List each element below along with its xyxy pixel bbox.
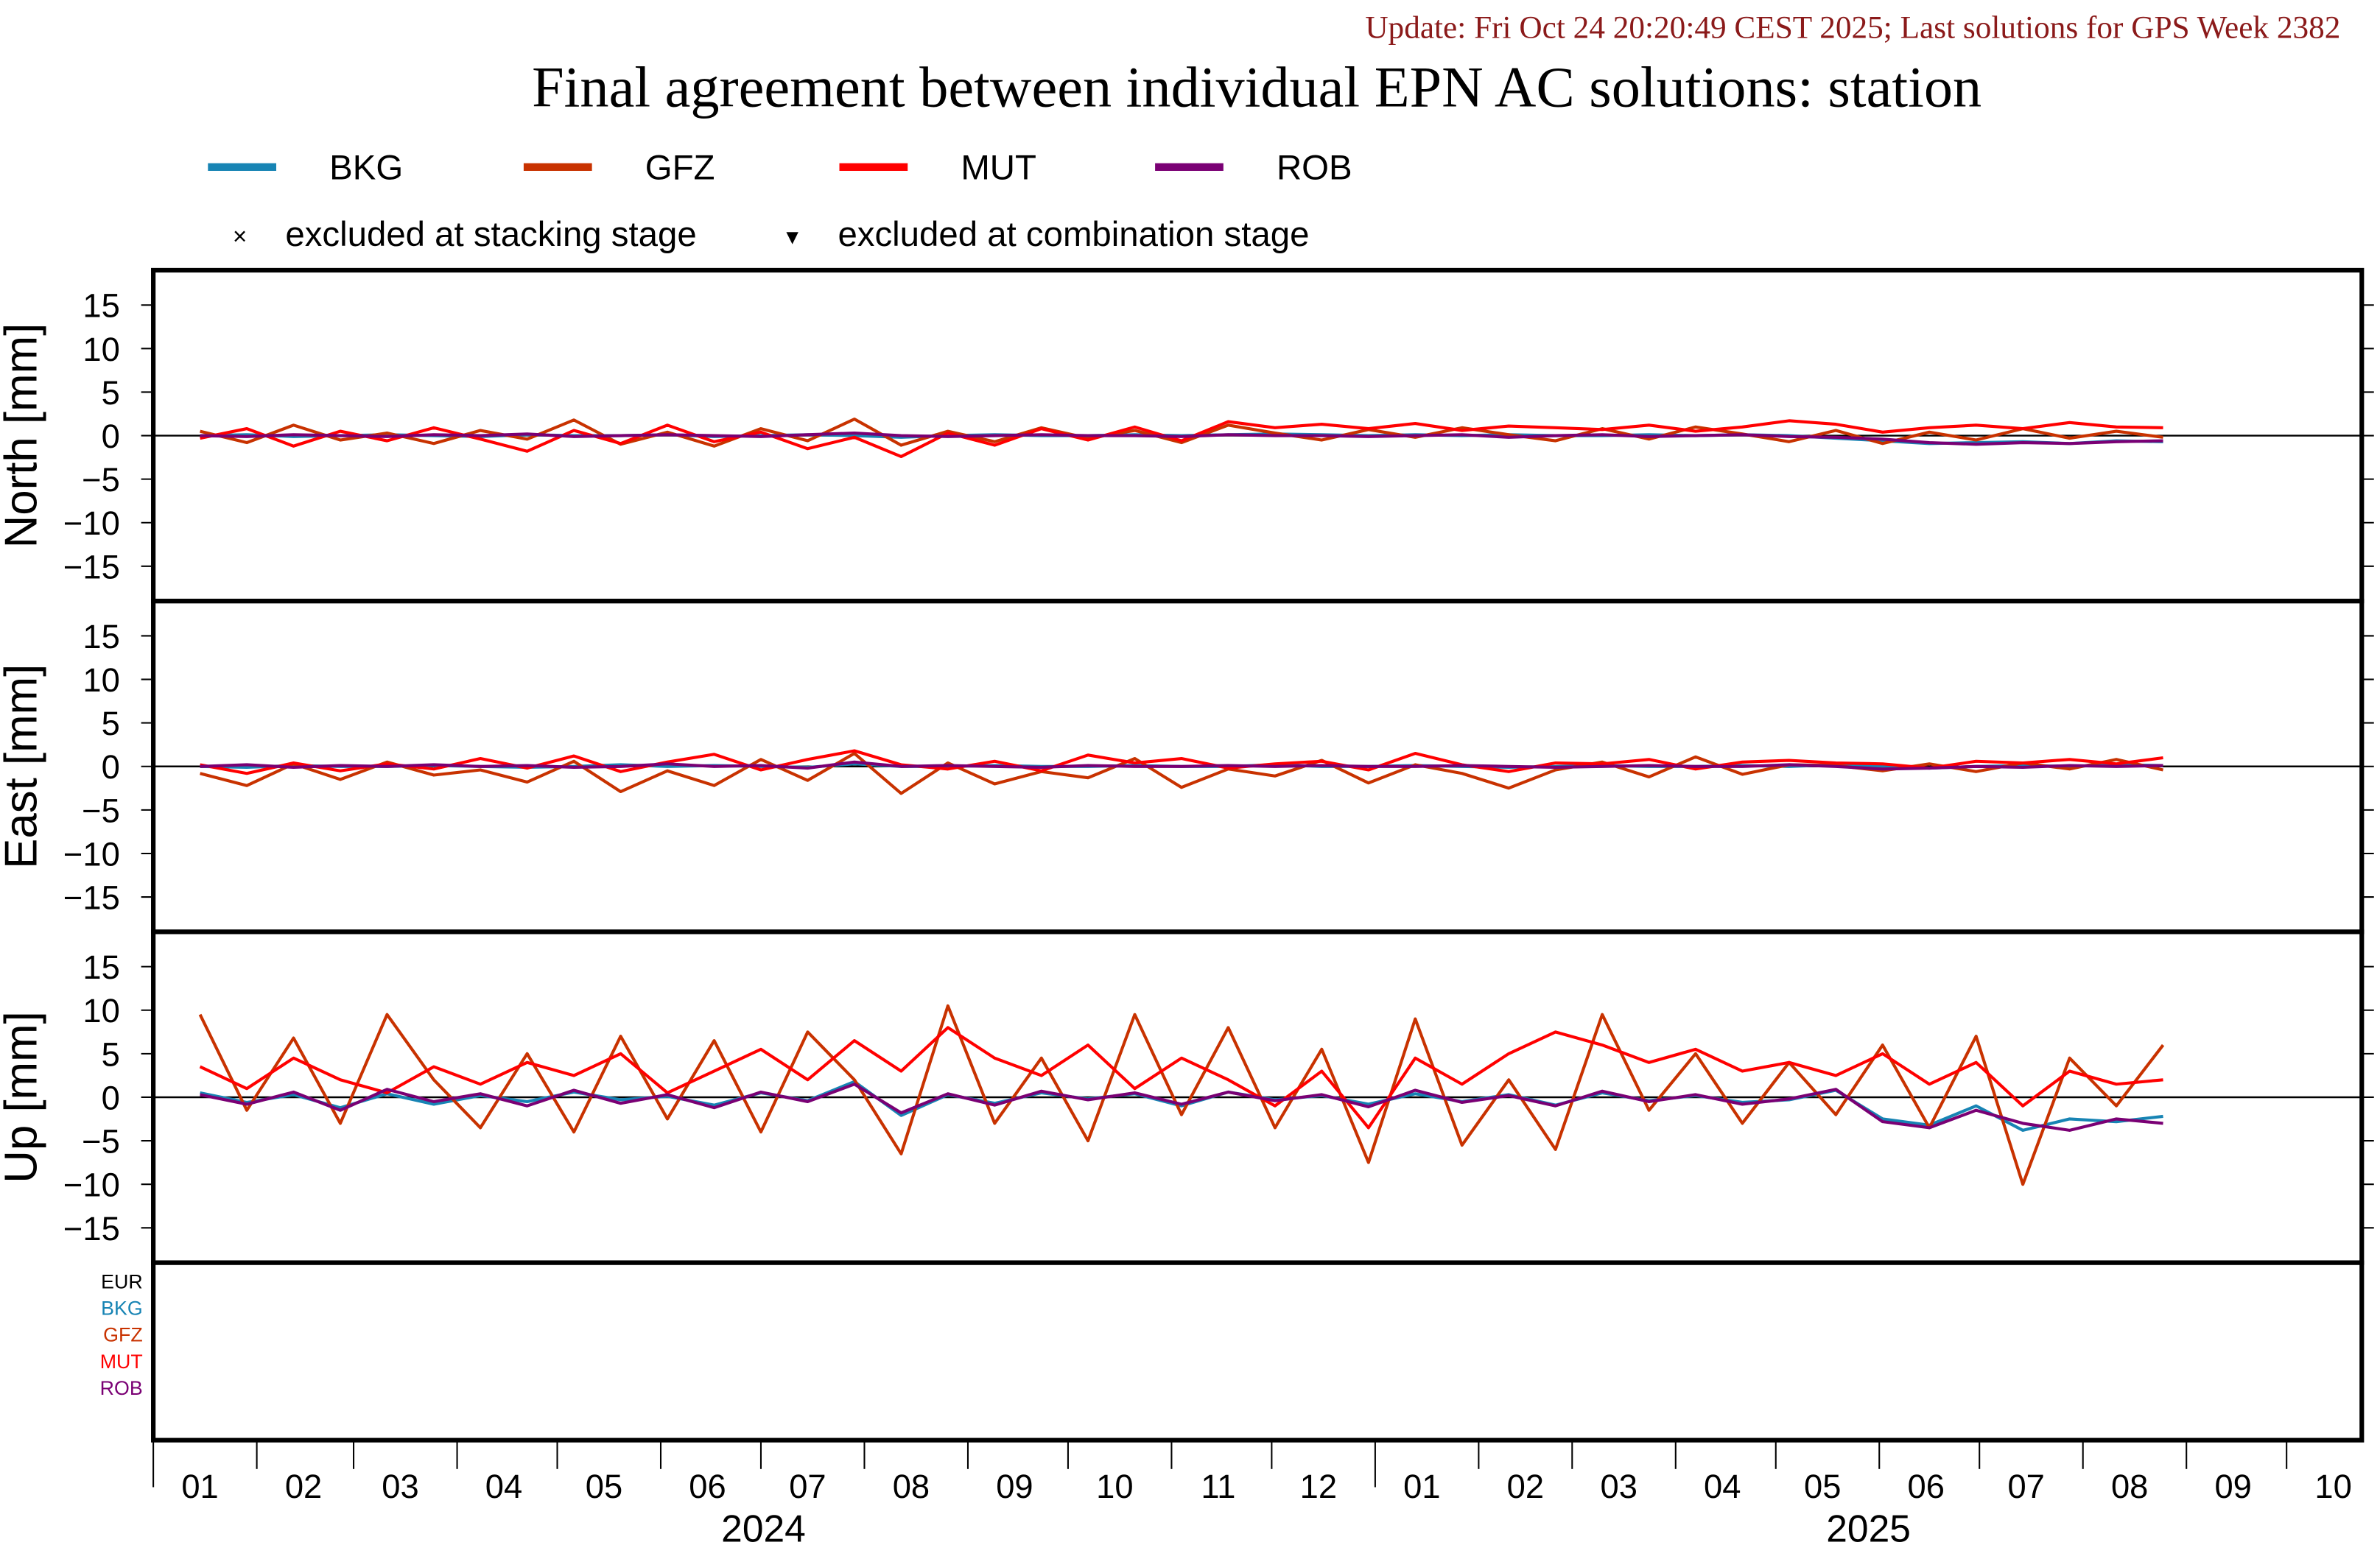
y-tick-label: 5 — [102, 705, 120, 742]
legend-marker-label: excluded at combination stage — [838, 215, 1309, 254]
series-line-gfz — [200, 418, 2163, 448]
y-tick-label: −10 — [63, 1166, 120, 1204]
y-tick-label: 15 — [83, 618, 119, 655]
month-label: 04 — [485, 1468, 522, 1505]
month-label: 04 — [1704, 1468, 1741, 1505]
y-tick-label: 15 — [83, 287, 119, 325]
month-label: 09 — [2214, 1468, 2251, 1505]
month-label: 12 — [1300, 1468, 1337, 1505]
y-tick-label: 0 — [102, 748, 120, 786]
y-tick-label: 5 — [102, 374, 120, 412]
panel-north: 15 10 5 0 −5 −10 −15 North [mm] — [0, 267, 2374, 604]
y-tick-label: −5 — [82, 1123, 120, 1161]
month-label: 06 — [689, 1468, 726, 1505]
month-label: 01 — [181, 1468, 218, 1505]
series-line-rob — [200, 431, 2163, 446]
bottom-label-bkg: BKG — [101, 1298, 143, 1320]
y-tick-label: 10 — [83, 331, 119, 368]
excluded-stacking-icon: × — [233, 222, 247, 250]
month-label: 07 — [789, 1468, 826, 1505]
y-tick-label: 0 — [102, 418, 120, 455]
panel-up: 15 10 5 0 −5 −10 −15 Up [mm] — [0, 929, 2374, 1265]
panels: 15 10 5 0 −5 −10 −15 North [mm] 15 10 5 0 −5 −10 −15 Ea… — [0, 267, 2374, 1265]
legend: BKG GFZ MUT ROB × excluded at stacking stage ▾… — [208, 148, 1352, 254]
bottom-labels: EUR BKG GFZ MUT ROB — [100, 1271, 143, 1399]
bottom-label-mut: MUT — [100, 1351, 143, 1373]
month-label: 06 — [1907, 1468, 1944, 1505]
y-tick-label: −15 — [63, 548, 120, 585]
month-label: 10 — [1096, 1468, 1133, 1505]
legend-marker-label: excluded at stacking stage — [285, 215, 696, 254]
month-label: 03 — [1601, 1468, 1637, 1505]
bottom-label-rob: ROB — [100, 1377, 143, 1399]
month-label: 02 — [1507, 1468, 1544, 1505]
month-label: 07 — [2007, 1468, 2044, 1505]
legend-label-bkg: BKG — [329, 148, 403, 187]
y-tick-label: −15 — [63, 879, 120, 917]
y-tick-label: 0 — [102, 1079, 120, 1116]
series-line-mut — [200, 749, 2163, 775]
y-tick-label: −10 — [63, 835, 120, 873]
series-line-mut — [199, 1026, 2163, 1130]
bottom-label-gfz: GFZ — [103, 1324, 143, 1346]
month-label: 10 — [2314, 1468, 2351, 1505]
year-label-2024: 2024 — [721, 1507, 806, 1545]
x-axis: 01 02 03 04 05 06 07 08 09 10 11 12 01 02 03 04 05 06 07 08… — [152, 1440, 2352, 1545]
series-line-gfz — [198, 1004, 2165, 1186]
y-axis-label: North [mm] — [0, 323, 46, 549]
y-tick-label: −10 — [63, 504, 120, 542]
month-label: 08 — [2111, 1468, 2148, 1505]
series-line-rob — [200, 760, 2163, 771]
y-axis-label: East [mm] — [0, 664, 46, 869]
y-tick-label: −5 — [82, 461, 120, 499]
legend-label-mut: MUT — [961, 148, 1036, 187]
chart-title: Final agreement between individual EPN A… — [532, 54, 1981, 119]
month-label: 09 — [996, 1468, 1033, 1505]
month-label: 02 — [285, 1468, 322, 1505]
month-label: 08 — [893, 1468, 930, 1505]
legend-label-gfz: GFZ — [645, 148, 715, 187]
series-line-mut — [200, 419, 2163, 459]
month-label: 11 — [1201, 1468, 1235, 1505]
y-tick-label: 10 — [83, 992, 119, 1030]
bottom-label-eur: EUR — [101, 1271, 143, 1293]
excluded-combination-icon: ▾ — [786, 222, 798, 250]
series-line-rob — [200, 1083, 2163, 1132]
year-label-2025: 2025 — [1826, 1507, 1911, 1545]
y-tick-label: 10 — [83, 661, 119, 699]
y-tick-label: 15 — [83, 949, 119, 986]
legend-label-rob: ROB — [1277, 148, 1352, 187]
panel-east: 15 10 5 0 −5 −10 −15 East [mm] — [0, 599, 2374, 935]
month-label: 05 — [1804, 1468, 1841, 1505]
month-label: 01 — [1403, 1468, 1440, 1505]
month-label: 05 — [586, 1468, 622, 1505]
y-tick-label: −15 — [63, 1210, 120, 1247]
y-axis-label: Up [mm] — [0, 1011, 46, 1183]
month-label: 03 — [382, 1468, 418, 1505]
y-tick-label: −5 — [82, 792, 120, 829]
update-text: Update: Fri Oct 24 20:20:49 CEST 2025; L… — [1365, 10, 2340, 46]
y-tick-label: 5 — [102, 1035, 120, 1073]
label-panel — [151, 1260, 2365, 1443]
